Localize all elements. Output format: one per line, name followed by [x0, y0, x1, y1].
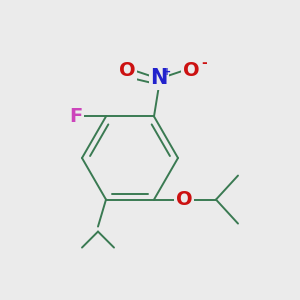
Text: O: O — [119, 61, 135, 80]
Text: O: O — [183, 61, 199, 80]
Text: O: O — [176, 190, 192, 209]
Text: F: F — [69, 107, 82, 126]
Text: N: N — [150, 68, 168, 88]
Text: +: + — [163, 68, 171, 77]
Text: -: - — [201, 56, 207, 70]
